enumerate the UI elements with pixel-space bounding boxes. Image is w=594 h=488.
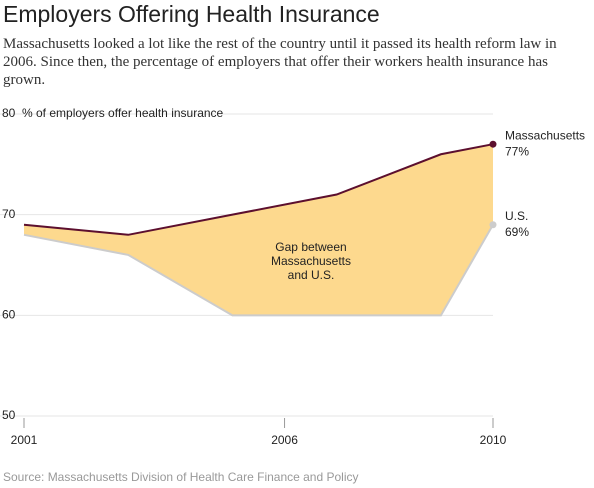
value-label: 69% <box>505 225 529 239</box>
source: Source: Massachusetts Division of Health… <box>3 470 359 484</box>
annotation: Massachusetts <box>271 254 351 268</box>
chart-title: Employers Offering Health Insurance <box>3 1 380 27</box>
y-tick-label: 70 <box>2 207 16 221</box>
y-axis-label: % of employers offer health insurance <box>22 106 224 120</box>
end-dot <box>489 221 497 229</box>
series-line <box>23 224 494 317</box>
annotation: Gap between <box>275 240 346 254</box>
y-tick-label: 50 <box>2 408 16 422</box>
series-label: Massachusetts <box>505 128 585 142</box>
y-tick-label: 60 <box>2 308 16 322</box>
value-label: 77% <box>505 144 529 158</box>
series-label: U.S. <box>505 209 528 223</box>
series-line <box>23 143 494 236</box>
x-tick-label: 2010 <box>480 433 507 447</box>
x-tick-label: 2001 <box>11 433 38 447</box>
gap-area <box>24 144 493 316</box>
end-dot <box>489 140 497 148</box>
annotation: and U.S. <box>288 268 335 282</box>
y-tick-label: 80 <box>2 106 16 120</box>
chart: 50 60 70 80 % of employers offer health insu… <box>0 106 585 447</box>
x-tick-label: 2006 <box>271 433 298 447</box>
chart-subtitle: Massachusetts looked a lot like the rest… <box>3 36 557 88</box>
